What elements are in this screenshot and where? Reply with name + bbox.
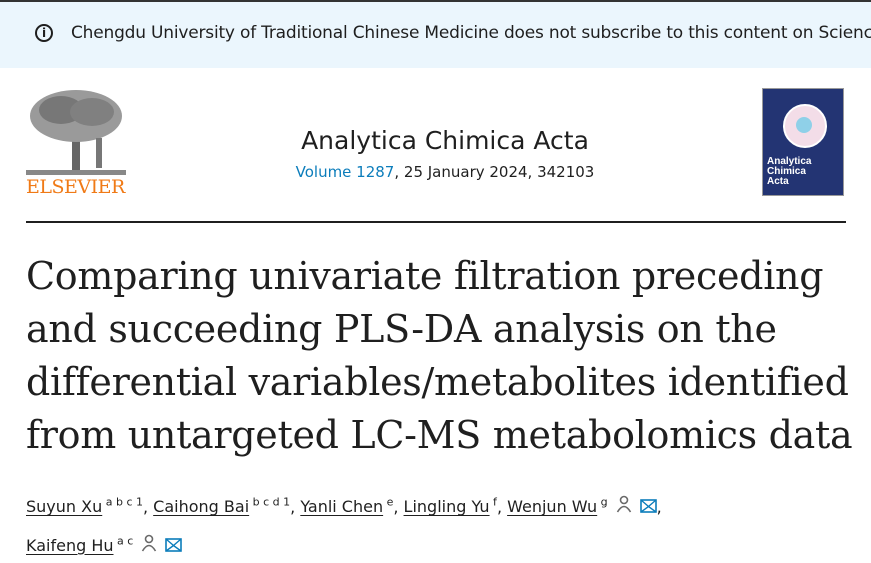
info-icon: i — [35, 24, 53, 42]
author: Yanli Chen e — [300, 496, 394, 517]
journal-info: Analytica Chimica Acta Volume 1287, 25 J… — [200, 126, 690, 181]
issue-details: , 25 January 2024, 342103 — [394, 163, 595, 181]
author-link[interactable]: Lingling Yu — [403, 497, 490, 517]
journal-volume: Volume 1287, 25 January 2024, 342103 — [200, 163, 690, 181]
journal-cover[interactable]: Analytica Chimica Acta — [762, 88, 844, 196]
author: Kaifeng Hu a c — [26, 534, 183, 555]
affiliation-marks[interactable]: a c — [113, 534, 134, 548]
volume-link[interactable]: Volume 1287 — [295, 163, 395, 181]
affiliation-marks[interactable]: e — [383, 496, 394, 509]
author-profile-icon[interactable] — [616, 491, 632, 524]
author-profile-icon[interactable] — [141, 530, 157, 563]
cover-graphic-center — [796, 117, 812, 133]
cover-title: Analytica Chimica Acta — [767, 156, 812, 187]
elsevier-tree-icon — [26, 90, 126, 175]
affiliation-marks[interactable]: a b c 1 — [102, 496, 143, 509]
author-link[interactable]: Wenjun Wu — [507, 497, 598, 517]
author: Caihong Bai b c d 1 — [153, 496, 291, 517]
author: Lingling Yu f — [403, 496, 497, 517]
journal-name[interactable]: Analytica Chimica Acta — [301, 126, 589, 155]
author-link[interactable]: Suyun Xu — [26, 497, 103, 517]
author: Wenjun Wu g — [507, 496, 657, 517]
elsevier-logo[interactable]: ELSEVIER — [26, 88, 126, 198]
access-message: Chengdu University of Traditional Chines… — [71, 23, 871, 43]
author-link[interactable]: Caihong Bai — [153, 497, 250, 517]
article-title: Comparing univariate filtration precedin… — [26, 254, 853, 457]
author: Suyun Xu a b c 1 — [26, 496, 143, 517]
elsevier-wordmark: ELSEVIER — [26, 176, 125, 198]
author-list: Suyun Xu a b c 1, Caihong Bai b c d 1, Y… — [26, 486, 856, 563]
email-icon[interactable] — [165, 530, 183, 563]
divider — [26, 221, 846, 223]
author-link[interactable]: Yanli Chen — [300, 497, 384, 517]
affiliation-marks[interactable]: f — [489, 496, 497, 509]
access-banner: i Chengdu University of Traditional Chin… — [0, 0, 871, 68]
affiliation-marks[interactable]: b c d 1 — [249, 496, 291, 509]
email-icon[interactable] — [639, 491, 657, 524]
affiliation-marks[interactable]: g — [597, 496, 608, 509]
author-link[interactable]: Kaifeng Hu — [26, 535, 114, 555]
